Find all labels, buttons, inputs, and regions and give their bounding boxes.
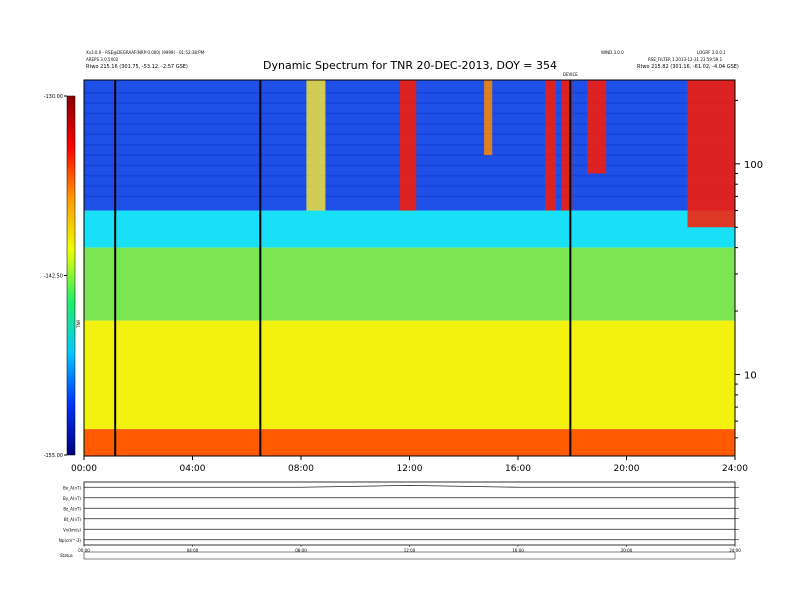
x-tick-label: 08:00: [288, 464, 314, 474]
status-strip: [83, 551, 736, 560]
time-series-panel: Bx_A(nT) By_A(nT) Bz_A(nT) Bt_A(nT) Vx(km/s)…: [59, 481, 741, 560]
series-row-label: Np(cm^-3): [59, 538, 82, 543]
status-label: Status: [60, 553, 73, 558]
radio-burst: [306, 80, 326, 211]
lower-x-tick-label: 08:00: [295, 548, 307, 553]
series-row-label: Bt_A(nT): [64, 517, 82, 522]
lower-x-tick-label: 16:00: [512, 548, 524, 553]
spectrum-band: [84, 247, 735, 321]
lower-x-tick-label: 04:00: [187, 548, 199, 553]
colorbar-label: TNR: [76, 320, 81, 329]
colorbar-scale: [66, 95, 76, 456]
colorbar-tick-label: -142.50: [44, 274, 63, 280]
colorbar-tick-label: -130.00: [44, 94, 63, 100]
x-tick-label: 20:00: [614, 464, 640, 474]
series-line: [84, 484, 735, 488]
series-row-label: By_A(nT): [63, 496, 81, 501]
series-row-label: Vx(km/s): [63, 527, 81, 532]
header-left-line: AREPS 3.0.5X02: [86, 57, 119, 62]
series-row-label: Bx_A(nT): [63, 485, 81, 490]
radio-burst: [545, 80, 556, 211]
radio-burst: [587, 80, 607, 174]
axes: 00:00 04:00 08:00 12:00 16:00 20:00 24:00 10 100…: [71, 72, 763, 474]
x-tick-label: 12:00: [397, 464, 423, 474]
lower-x-tick-label: 12:00: [404, 548, 416, 553]
x-tick-label: 04:00: [180, 464, 206, 474]
header-left-line: Rtwo 215.16 (301.75, -53.12, -2.57 GSE): [86, 64, 188, 70]
header-right: WIND 3.0.0 LOGRF 3.0.0.1 RSE_FILTER 1.20…: [601, 50, 739, 70]
y-tick-label: 10: [744, 370, 757, 381]
lower-x-tick-label: 00:00: [78, 548, 90, 553]
lower-x-tick-label: 24:00: [729, 548, 741, 553]
heatmap: [84, 80, 735, 456]
lower-x-tick-label: 20:00: [621, 548, 633, 553]
marker-label: DEVICE: [563, 72, 578, 77]
radio-burst: [484, 80, 493, 156]
spectrum-band: [84, 210, 735, 248]
header-left-line: Xv3.0.0 - RSE@DEGRAAF(NRP:0.000) (9999) …: [86, 50, 205, 55]
x-tick-label: 24:00: [722, 464, 748, 474]
radio-burst: [561, 80, 573, 211]
series-row-label: Bz_A(nT): [63, 506, 81, 511]
y-tick-label: 100: [744, 160, 763, 171]
chart-title: Dynamic Spectrum for TNR 20-DEC-2013, DO…: [263, 59, 557, 72]
spectrum-band: [84, 429, 735, 456]
radio-burst: [687, 80, 735, 228]
header-right-line: Rtwo 215.82 (301.16, -61.02, -4.04 GSE): [637, 64, 739, 70]
x-tick-label: 16:00: [505, 464, 531, 474]
header-right-line: WIND 3.0.0: [601, 50, 624, 55]
header-right-line: LOGRF 3.0.0.1: [697, 50, 726, 55]
colorbar: -130.00 -142.50 -155.00 TNR: [44, 94, 81, 459]
lower-frame: [83, 481, 736, 546]
spectrum-band: [84, 320, 735, 430]
radio-burst: [400, 80, 417, 211]
colorbar-tick-label: -155.00: [44, 453, 63, 459]
header-right-line: RSE_FILTER 1.2013-12-31 23:59:59.1: [648, 57, 723, 62]
x-tick-label: 00:00: [71, 464, 97, 474]
header-left: Xv3.0.0 - RSE@DEGRAAF(NRP:0.000) (9999) …: [86, 50, 205, 70]
